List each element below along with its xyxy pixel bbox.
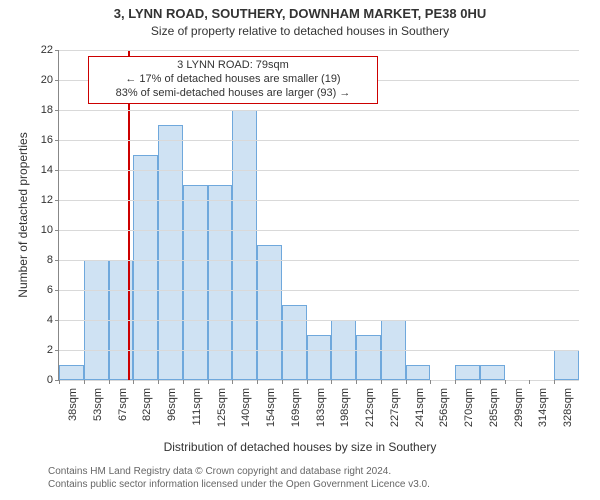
x-tick-mark	[529, 380, 530, 384]
bar	[133, 155, 158, 380]
bar	[356, 335, 381, 380]
bar	[282, 305, 307, 380]
page-title: 3, LYNN ROAD, SOUTHERY, DOWNHAM MARKET, …	[0, 6, 600, 21]
x-tick-mark	[356, 380, 357, 384]
x-tick-label: 198sqm	[339, 386, 351, 444]
x-tick-label: 67sqm	[117, 386, 129, 444]
bar	[307, 335, 332, 380]
gridline	[59, 170, 579, 171]
y-tick-label: 8	[47, 254, 59, 266]
x-tick-mark	[133, 380, 134, 384]
gridline	[59, 380, 579, 381]
bar	[158, 125, 183, 380]
x-tick-mark	[59, 380, 60, 384]
x-tick-label: 96sqm	[166, 386, 178, 444]
x-tick-label: 314sqm	[537, 386, 549, 444]
y-tick-label: 22	[41, 44, 59, 56]
x-tick-label: 53sqm	[92, 386, 104, 444]
bar	[406, 365, 431, 380]
footer-line-2: Contains public sector information licen…	[48, 479, 600, 492]
gridline	[59, 230, 579, 231]
y-tick-label: 14	[41, 164, 59, 176]
bar	[554, 350, 579, 380]
bar	[480, 365, 505, 380]
page-subtitle: Size of property relative to detached ho…	[0, 24, 600, 38]
x-tick-mark	[505, 380, 506, 384]
x-tick-mark	[307, 380, 308, 384]
x-tick-mark	[158, 380, 159, 384]
x-tick-label: 285sqm	[488, 386, 500, 444]
x-tick-mark	[331, 380, 332, 384]
x-tick-label: 82sqm	[141, 386, 153, 444]
gridline	[59, 50, 579, 51]
x-tick-mark	[257, 380, 258, 384]
x-tick-label: 212sqm	[364, 386, 376, 444]
annotation-line: 83% of semi-detached houses are larger (…	[93, 87, 373, 101]
x-tick-label: 328sqm	[562, 386, 574, 444]
bar	[257, 245, 282, 380]
y-axis-label: Number of detached properties	[16, 50, 30, 380]
annotation-line: ← 17% of detached houses are smaller (19…	[93, 73, 373, 87]
x-tick-label: 299sqm	[513, 386, 525, 444]
gridline	[59, 350, 579, 351]
bar	[59, 365, 84, 380]
x-tick-label: 227sqm	[389, 386, 401, 444]
y-tick-label: 12	[41, 194, 59, 206]
x-tick-label: 140sqm	[240, 386, 252, 444]
x-tick-label: 270sqm	[463, 386, 475, 444]
y-tick-label: 18	[41, 104, 59, 116]
x-tick-mark	[109, 380, 110, 384]
x-tick-mark	[84, 380, 85, 384]
annotation-line: 3 LYNN ROAD: 79sqm	[93, 59, 373, 73]
y-tick-label: 0	[47, 374, 59, 386]
x-tick-label: 256sqm	[438, 386, 450, 444]
x-tick-label: 183sqm	[315, 386, 327, 444]
y-tick-label: 16	[41, 134, 59, 146]
gridline	[59, 260, 579, 261]
footer-line-1: Contains HM Land Registry data © Crown c…	[48, 466, 600, 479]
x-tick-label: 111sqm	[191, 386, 203, 444]
x-tick-mark	[430, 380, 431, 384]
x-tick-label: 169sqm	[290, 386, 302, 444]
x-tick-label: 38sqm	[67, 386, 79, 444]
bar	[232, 110, 257, 380]
gridline	[59, 200, 579, 201]
y-tick-label: 6	[47, 284, 59, 296]
x-tick-mark	[554, 380, 555, 384]
x-tick-mark	[183, 380, 184, 384]
gridline	[59, 320, 579, 321]
gridline	[59, 290, 579, 291]
x-tick-mark	[406, 380, 407, 384]
x-tick-mark	[381, 380, 382, 384]
y-tick-label: 2	[47, 344, 59, 356]
bar	[455, 365, 480, 380]
x-tick-label: 154sqm	[265, 386, 277, 444]
y-tick-label: 4	[47, 314, 59, 326]
gridline	[59, 140, 579, 141]
attribution-footer: Contains HM Land Registry data © Crown c…	[48, 466, 600, 491]
x-tick-label: 241sqm	[414, 386, 426, 444]
annotation-box: 3 LYNN ROAD: 79sqm← 17% of detached hous…	[88, 56, 378, 104]
gridline	[59, 110, 579, 111]
x-tick-mark	[232, 380, 233, 384]
x-tick-mark	[208, 380, 209, 384]
y-tick-label: 20	[41, 74, 59, 86]
x-tick-mark	[480, 380, 481, 384]
x-tick-label: 125sqm	[216, 386, 228, 444]
y-tick-label: 10	[41, 224, 59, 236]
x-tick-mark	[282, 380, 283, 384]
x-tick-mark	[455, 380, 456, 384]
